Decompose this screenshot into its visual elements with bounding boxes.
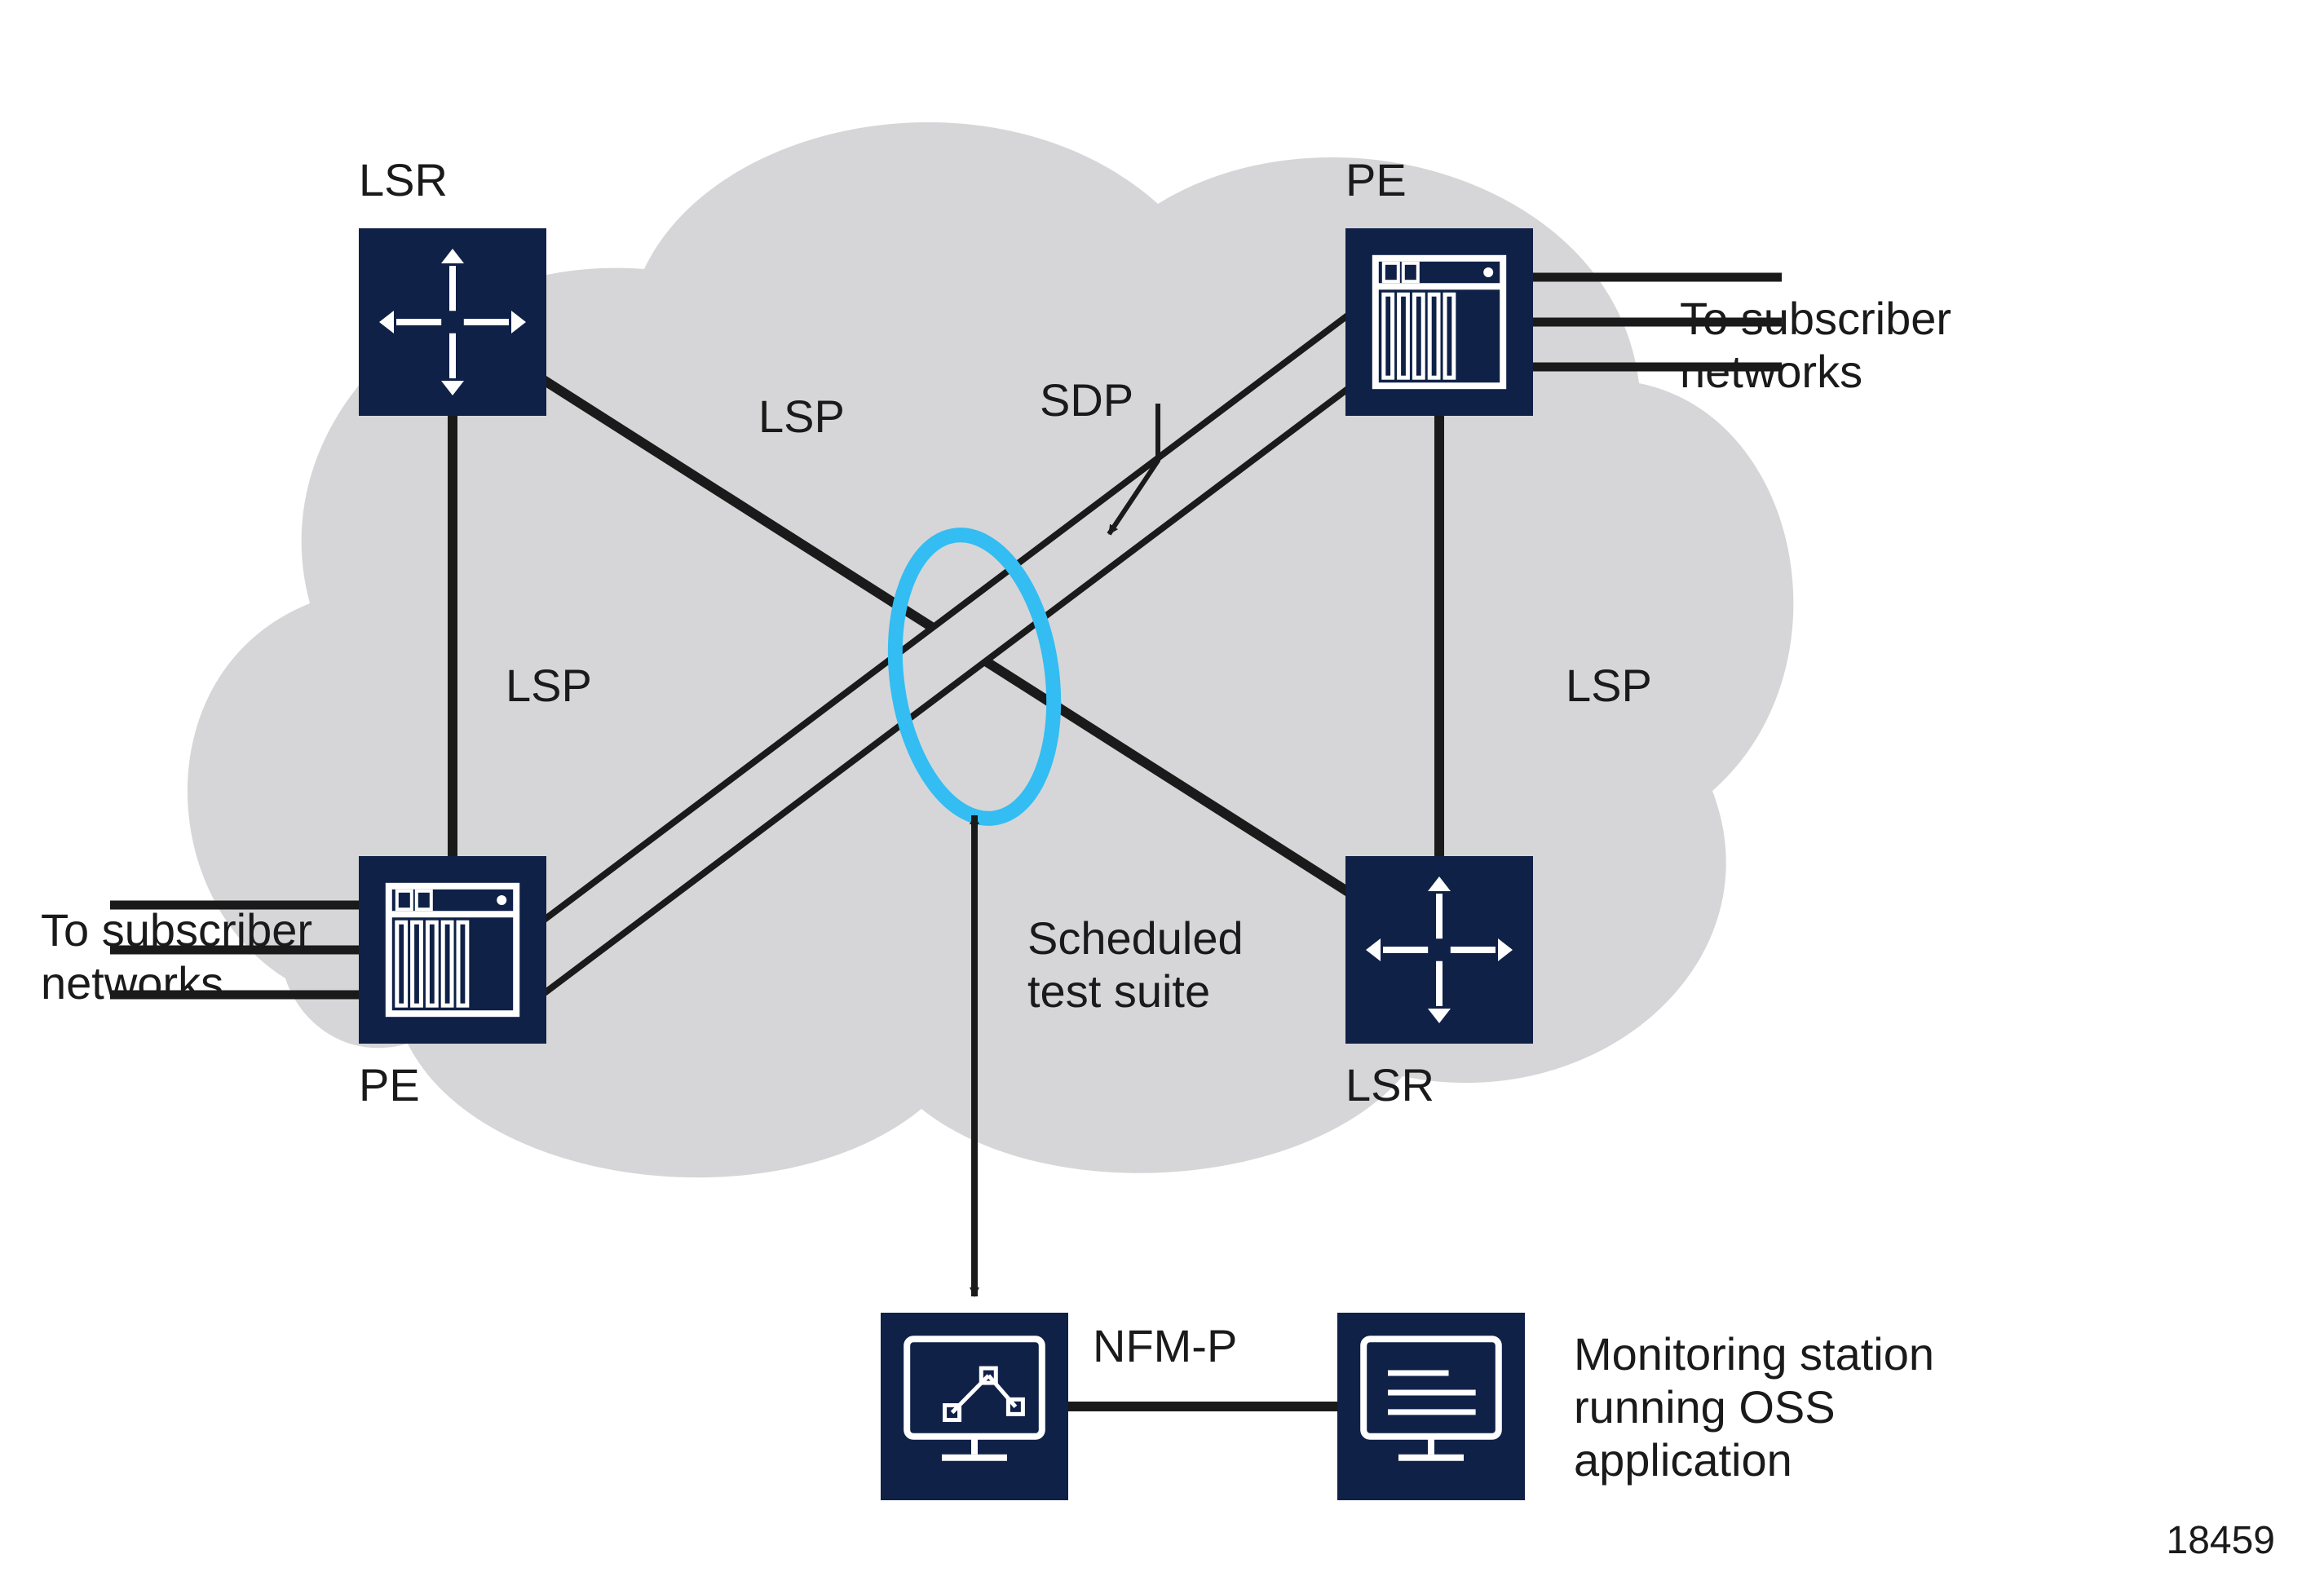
label-sched2: test suite [1027, 965, 1210, 1017]
label-lsp_right: LSP [1566, 660, 1652, 711]
pe-top-right [1345, 228, 1533, 416]
label-sub_tr2: networks [1680, 346, 1862, 397]
figure-id: 18459 [2167, 1519, 2275, 1562]
oss-monitor [1337, 1313, 1525, 1500]
lsr-bottom-right-label: LSR [1345, 1059, 1434, 1111]
nfmp-monitor [881, 1313, 1068, 1500]
label-lsp_left: LSP [506, 660, 592, 711]
label-sched1: Scheduled [1027, 912, 1244, 964]
label-lsp_tl: LSP [758, 391, 845, 442]
label-sub_bl2: networks [41, 957, 223, 1009]
label-sub_tr1: To subscriber [1680, 293, 1951, 344]
label-sdp: SDP [1040, 374, 1133, 426]
label-oss1: Monitoring station [1574, 1328, 1934, 1380]
lsr-top-left [359, 228, 546, 416]
pe-bottom-left-label: PE [359, 1059, 420, 1111]
label-oss2: running OSS [1574, 1381, 1836, 1433]
pe-top-right-label: PE [1345, 154, 1407, 205]
lsr-top-left-label: LSR [359, 154, 448, 205]
label-oss3: application [1574, 1434, 1792, 1486]
label-sub_bl1: To subscriber [41, 904, 312, 956]
lsr-bottom-right [1345, 856, 1533, 1044]
pe-bottom-left [359, 856, 546, 1044]
nfmp-label: NFM-P [1093, 1320, 1237, 1371]
